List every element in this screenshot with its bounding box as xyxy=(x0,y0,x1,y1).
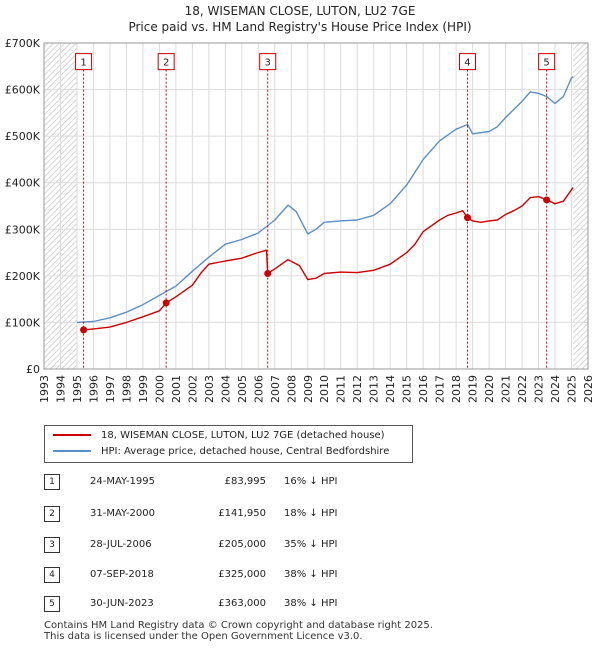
transaction-marker-box xyxy=(157,53,175,71)
x-tick-label: 2007 xyxy=(269,375,282,403)
transaction-price: £205,000 xyxy=(218,539,266,550)
x-tick-label: 1999 xyxy=(137,375,150,403)
x-tick-label: 2004 xyxy=(219,375,232,403)
transaction-marker-label: 4 xyxy=(464,58,470,69)
transaction-hpi-diff: 16% ↓ HPI xyxy=(284,476,338,487)
transaction-number: 3 xyxy=(44,537,60,553)
x-tick-label: 2016 xyxy=(417,375,430,403)
transaction-marker-label: 1 xyxy=(80,58,86,69)
y-tick-label: £200K xyxy=(5,270,41,283)
plot-frame xyxy=(43,42,589,370)
x-tick-label: 2013 xyxy=(368,375,381,403)
transaction-number: 2 xyxy=(44,506,60,522)
x-tick-label: 1996 xyxy=(87,375,100,403)
transaction-hpi-diff: 38% ↓ HPI xyxy=(284,598,338,609)
price-chart: 18, WISEMAN CLOSE, LUTON, LU2 7GE Price … xyxy=(5,4,595,403)
transaction-hpi-diff: 35% ↓ HPI xyxy=(284,539,338,550)
x-tick-label: 2012 xyxy=(351,375,364,403)
footer-attribution: Contains HM Land Registry data © Crown c… xyxy=(44,620,433,642)
x-tick-label: 2022 xyxy=(516,375,529,403)
x-tick-label: 2024 xyxy=(549,375,562,403)
x-tick-label: 1995 xyxy=(71,375,84,403)
y-tick-label: £500K xyxy=(5,130,41,143)
x-tick-label: 2026 xyxy=(582,375,595,403)
legend-swatch-hpi xyxy=(53,450,91,452)
transaction-date: 24-MAY-1995 xyxy=(90,476,156,487)
transaction-marker-box xyxy=(259,53,277,71)
chart-title: 18, WISEMAN CLOSE, LUTON, LU2 7GE xyxy=(185,4,416,18)
transaction-date: 30-JUN-2023 xyxy=(90,598,154,609)
x-tick-label: 2017 xyxy=(434,375,447,403)
legend-swatch-property xyxy=(53,434,91,436)
transaction-price: £363,000 xyxy=(218,598,266,609)
transaction-point xyxy=(543,196,551,204)
x-tick-label: 2003 xyxy=(203,375,216,403)
transaction-price: £83,995 xyxy=(224,476,266,487)
hpi-series-line xyxy=(76,75,574,324)
transaction-point xyxy=(80,326,88,334)
legend-item-hpi: HPI: Average price, detached house, Cent… xyxy=(53,444,389,460)
y-tick-label: £100K xyxy=(5,316,41,329)
x-tick-label: 2025 xyxy=(566,375,579,403)
x-tick-label: 2023 xyxy=(533,375,546,403)
transaction-hpi-diff: 18% ↓ HPI xyxy=(284,508,338,519)
x-tick-label: 2021 xyxy=(500,375,513,403)
transaction-hpi-diff: 38% ↓ HPI xyxy=(284,569,338,580)
footer-copyright: Contains HM Land Registry data © Crown c… xyxy=(44,620,433,631)
x-tick-label: 2015 xyxy=(401,375,414,403)
transaction-price: £141,950 xyxy=(218,508,266,519)
y-tick-label: £0 xyxy=(26,363,40,376)
transaction-point xyxy=(162,299,170,307)
property-series-line xyxy=(83,186,574,331)
transaction-number: 1 xyxy=(44,474,60,490)
chart-legend: 18, WISEMAN CLOSE, LUTON, LU2 7GE (detac… xyxy=(44,425,413,463)
y-tick-label: £300K xyxy=(5,223,41,236)
x-tick-label: 2002 xyxy=(186,375,199,403)
hatched-region-after xyxy=(573,43,588,369)
x-tick-label: 2011 xyxy=(335,375,348,403)
transaction-point xyxy=(463,214,471,222)
y-tick-label: £600K xyxy=(5,84,41,97)
x-tick-label: 1998 xyxy=(120,375,133,403)
x-tick-label: 2019 xyxy=(467,375,480,403)
transaction-number: 5 xyxy=(44,596,60,612)
transaction-marker-box xyxy=(538,53,556,71)
transaction-number: 4 xyxy=(44,567,60,583)
transaction-marker-label: 2 xyxy=(163,58,169,69)
transaction-marker-label: 5 xyxy=(543,58,549,69)
transaction-date: 28-JUL-2006 xyxy=(90,539,152,550)
x-tick-label: 2009 xyxy=(302,375,315,403)
legend-label-property: 18, WISEMAN CLOSE, LUTON, LU2 7GE (detac… xyxy=(101,430,385,441)
x-tick-label: 1994 xyxy=(54,375,67,403)
x-tick-label: 2010 xyxy=(318,375,331,403)
x-tick-label: 1997 xyxy=(104,375,117,403)
transaction-date: 07-SEP-2018 xyxy=(90,569,154,580)
chart-subtitle: Price paid vs. HM Land Registry's House … xyxy=(128,20,471,34)
transaction-point xyxy=(264,270,272,278)
legend-label-hpi: HPI: Average price, detached house, Cent… xyxy=(101,446,390,457)
transaction-date: 31-MAY-2000 xyxy=(90,508,156,519)
x-tick-label: 2008 xyxy=(285,375,298,403)
transaction-price: £325,000 xyxy=(218,569,266,580)
footer-license: This data is licensed under the Open Gov… xyxy=(44,631,363,642)
transaction-marker-box xyxy=(75,53,93,71)
x-tick-label: 2000 xyxy=(153,375,166,403)
x-tick-label: 2001 xyxy=(170,375,183,403)
x-tick-label: 2018 xyxy=(450,375,463,403)
x-tick-label: 2005 xyxy=(236,375,249,403)
legend-item-property: 18, WISEMAN CLOSE, LUTON, LU2 7GE (detac… xyxy=(53,428,385,444)
transaction-marker-label: 3 xyxy=(265,58,271,69)
x-tick-label: 1993 xyxy=(38,375,51,403)
y-tick-label: £400K xyxy=(5,177,41,190)
x-tick-label: 2014 xyxy=(384,375,397,403)
y-tick-label: £700K xyxy=(5,37,41,50)
x-tick-label: 2020 xyxy=(483,375,496,403)
x-tick-label: 2006 xyxy=(252,375,265,403)
transaction-marker-box xyxy=(458,53,476,71)
plot-area xyxy=(44,43,588,369)
